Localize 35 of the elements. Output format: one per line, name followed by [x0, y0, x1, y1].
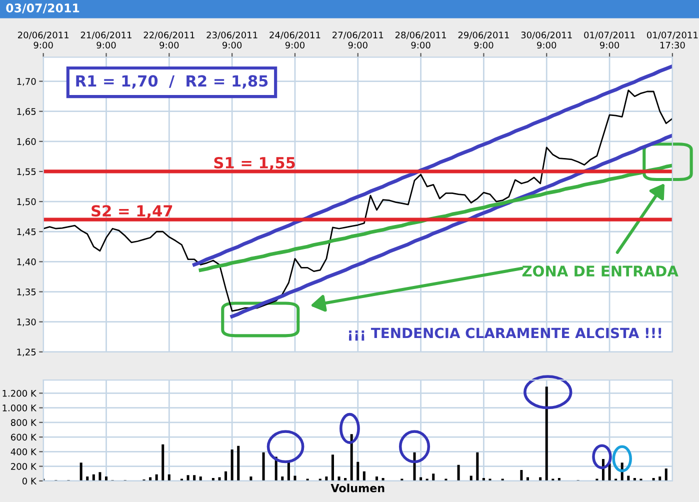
- x-tick-label: 20/06/2011 9:00: [18, 32, 69, 49]
- x-tick-label: 01/07/2011 9:00: [584, 32, 635, 49]
- y-tick-label: 1.200 K: [2, 390, 37, 397]
- annotation: ¡¡¡ TENDENCIA CLARAMENTE ALCISTA !!!: [349, 328, 662, 341]
- x-tick-label: 23/06/2011 9:00: [206, 32, 258, 49]
- annotation: R1 = 1,70 / R2 = 1,85: [76, 75, 268, 89]
- chart-title: 03/07/2011: [6, 4, 80, 14]
- x-tick-label: 24/06/2011 9:00: [270, 32, 320, 49]
- y-tick-label: 1.000 K: [2, 404, 37, 412]
- y-tick-label: 1,30: [17, 318, 36, 326]
- y-tick-label: 1,35: [17, 288, 36, 296]
- y-tick-label: 200 K: [11, 463, 37, 470]
- x-tick-label: 22/06/2011 9:00: [144, 32, 194, 49]
- x-tick-label: 28/06/2011 9:00: [395, 32, 446, 49]
- y-tick-label: 0 K: [22, 478, 37, 484]
- y-tick-label: 1,60: [17, 138, 36, 146]
- y-tick-label: 600 K: [11, 434, 37, 441]
- y-tick-label: 1,65: [17, 108, 36, 116]
- annotation: ZONA DE ENTRADA: [522, 266, 678, 277]
- y-tick-label: 1,40: [17, 258, 36, 266]
- x-tick-label: 29/06/2011 9:00: [458, 32, 509, 49]
- x-tick-label: 01/07/2011 17:30: [647, 32, 698, 49]
- y-tick-label: 800 K: [10, 419, 37, 426]
- y-tick-label: 1,50: [17, 198, 36, 206]
- y-tick-label: 1,70: [17, 78, 36, 86]
- x-tick-label: 21/06/2011 9:00: [80, 32, 132, 49]
- x-axis-title: Volumen: [330, 484, 384, 492]
- ref-line-label: S1 = 1,55: [214, 156, 295, 170]
- x-tick-label: 30/06/2011 9:00: [521, 32, 572, 49]
- y-tick-label: 400 K: [10, 448, 37, 456]
- y-tick-label: 1,45: [17, 228, 36, 236]
- x-tick-label: 27/06/2011 9:00: [332, 32, 384, 49]
- y-tick-label: 1,55: [17, 168, 36, 176]
- y-tick-label: 1,25: [17, 348, 36, 356]
- ref-line-label: S2 = 1,47: [92, 205, 172, 219]
